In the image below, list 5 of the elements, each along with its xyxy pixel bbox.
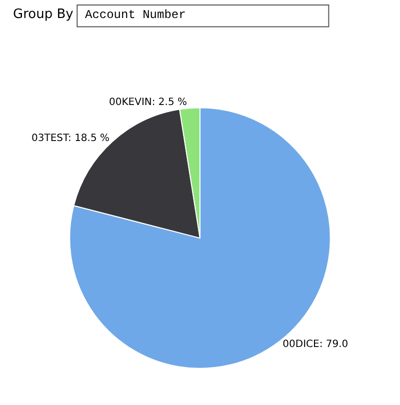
- text: Account Number: [85, 8, 186, 22]
- slice-label: 00DICE: 79.0: [282, 338, 348, 350]
- text: Group By: [13, 7, 74, 22]
- slice-label: 00KEVIN: 2.5 %: [109, 97, 188, 108]
- slice-label: 03TEST: 18.5 %: [32, 133, 110, 144]
